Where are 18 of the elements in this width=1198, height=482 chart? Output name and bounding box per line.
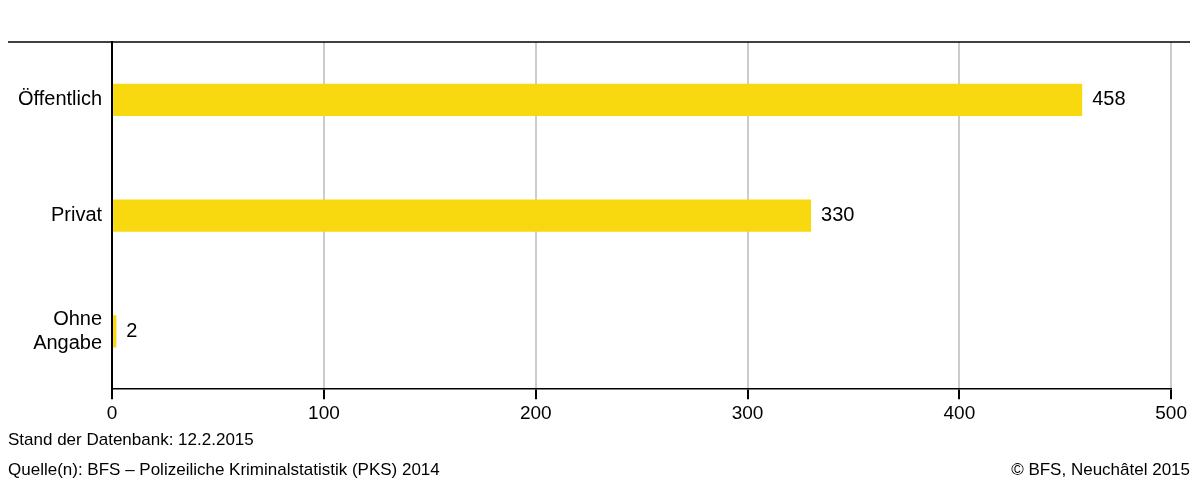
x-tick-label: 400 — [943, 401, 976, 423]
bar — [113, 83, 1083, 117]
data-label: 330 — [821, 203, 855, 226]
source-note: Quelle(n): BFS – Polizeiliche Kriminalstatistik (PKS) 2014 — [8, 460, 440, 480]
text: © BFS, Neuchâtel 2015 — [1011, 460, 1190, 480]
data-label: 2 — [126, 318, 138, 341]
x-tick-label: 0 — [106, 401, 118, 423]
x-tick-label: 500 — [1155, 401, 1187, 423]
bar — [113, 315, 117, 348]
data-label: 458 — [1092, 87, 1126, 110]
x-tick-label: 100 — [308, 401, 340, 423]
y-tick-label: Privat — [51, 203, 103, 226]
text: Stand der Datenbank: 12.2.2015 — [8, 430, 255, 450]
y-tick-label: Öffentlich — [18, 87, 103, 110]
bar — [113, 199, 812, 232]
x-tick-label: 200 — [519, 401, 552, 423]
y-tick-label: Ohne Angabe — [33, 306, 103, 353]
x-tick-label: 300 — [731, 401, 764, 423]
